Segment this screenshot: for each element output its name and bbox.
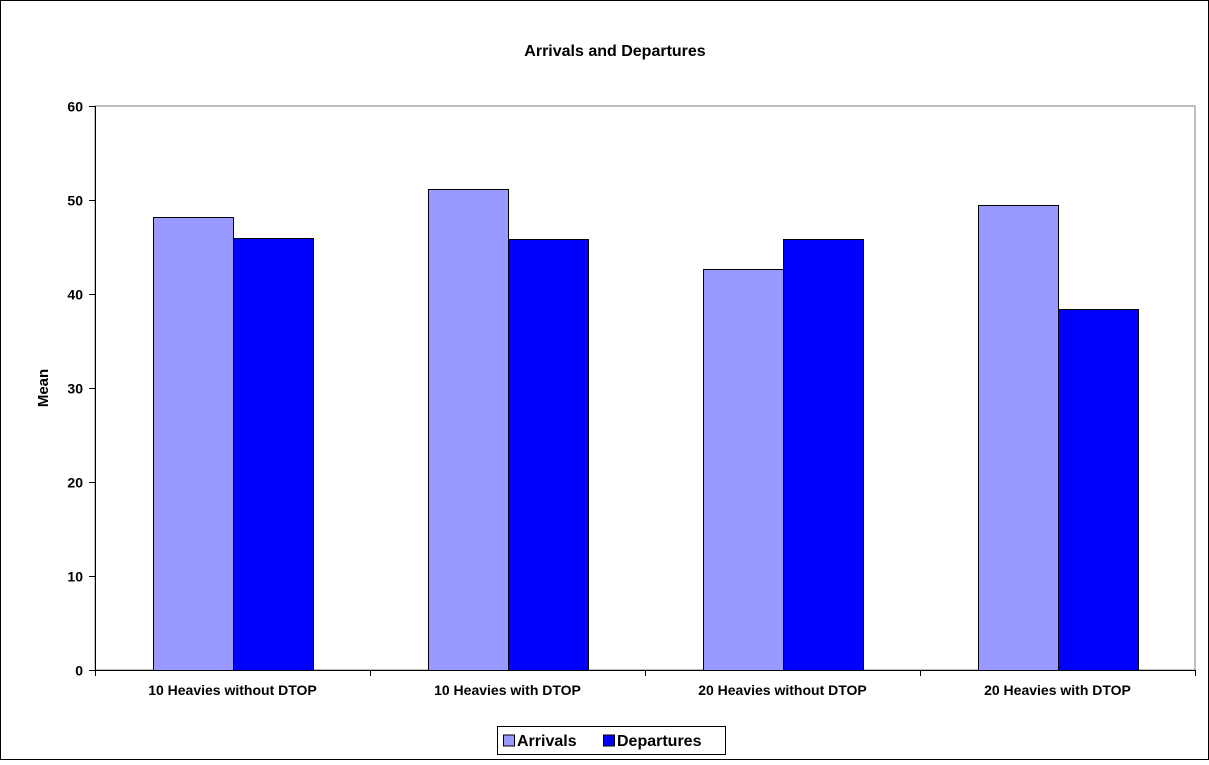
- bar-arrivals-3: [703, 269, 784, 671]
- bar-arrivals-2: [428, 189, 509, 671]
- chart-title: Arrivals and Departures: [524, 43, 706, 60]
- x-tick-label: 10 Heavies without DTOP: [148, 682, 317, 698]
- y-tick-label: 40: [67, 287, 83, 303]
- legend: Arrivals Departures: [497, 726, 726, 755]
- x-tick-label: 20 Heavies with DTOP: [984, 682, 1131, 698]
- y-tick-label: 50: [67, 193, 83, 209]
- bar-departures-1: [233, 238, 314, 671]
- legend-swatch-arrivals: [503, 734, 515, 747]
- legend-swatch-departures: [603, 734, 615, 747]
- bar-departures-4: [1058, 309, 1139, 671]
- bar-arrivals-4: [978, 205, 1059, 671]
- y-axis-label: Mean: [35, 369, 52, 407]
- bars: [153, 189, 1139, 671]
- y-tick-label: 0: [75, 663, 83, 679]
- legend-label-departures: Departures: [617, 733, 702, 750]
- bar-departures-3: [783, 239, 864, 671]
- bar-arrivals-1: [153, 217, 234, 671]
- bar-departures-2: [508, 239, 589, 671]
- x-tick-labels: 10 Heavies without DTOP 10 Heavies with D…: [148, 682, 1131, 698]
- axes: [89, 106, 1196, 676]
- y-tick-labels: 0 10 20 30 40 50 60: [67, 99, 83, 679]
- x-tick-label: 20 Heavies without DTOP: [698, 682, 867, 698]
- y-tick-label: 20: [67, 475, 83, 491]
- legend-label-arrivals: Arrivals: [517, 733, 577, 750]
- y-tick-label: 10: [67, 569, 83, 585]
- y-tick-label: 30: [67, 381, 83, 397]
- x-tick-label: 10 Heavies with DTOP: [434, 682, 581, 698]
- y-tick-label: 60: [67, 99, 83, 115]
